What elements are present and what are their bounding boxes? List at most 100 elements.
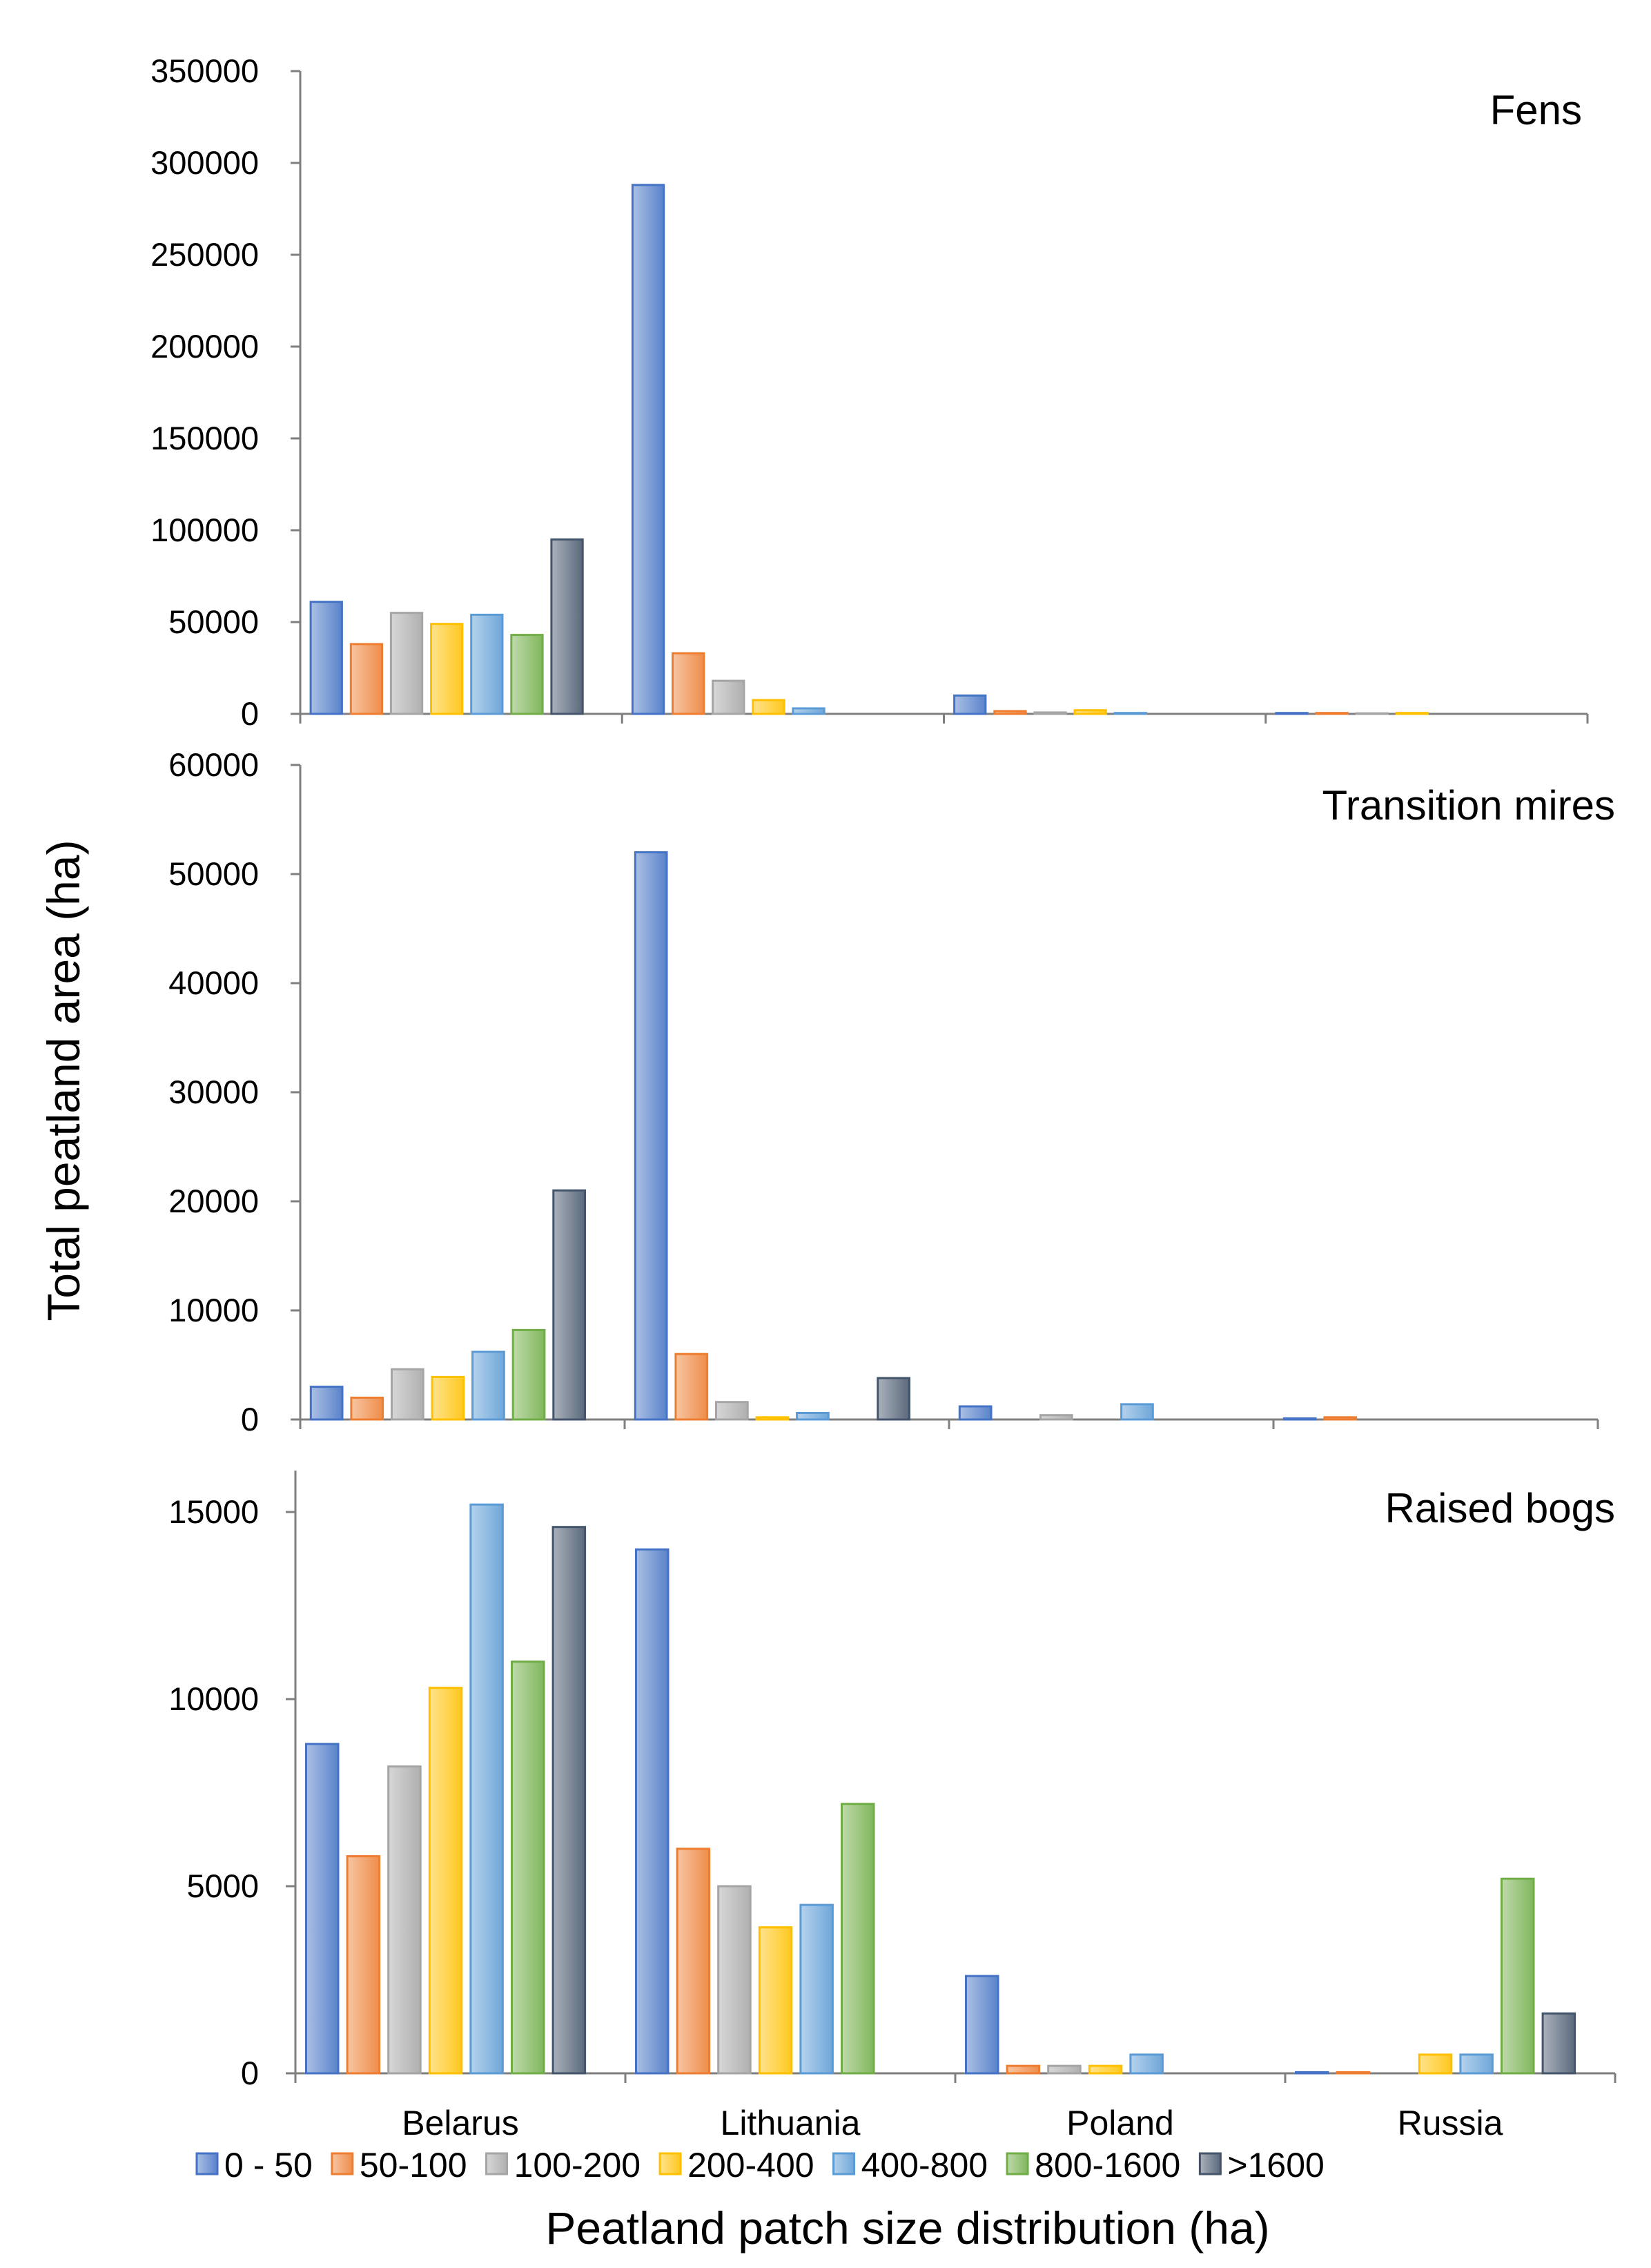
legend-swatch bbox=[832, 2152, 856, 2175]
legend-item-gt1600: >1600 bbox=[1198, 2146, 1325, 2184]
panel-title: Fens bbox=[1490, 87, 1582, 133]
y-tick-label: 5000 bbox=[186, 1868, 259, 1904]
category-label-lithuania: Lithuania bbox=[721, 2104, 861, 2142]
legend-label: >1600 bbox=[1227, 2146, 1324, 2184]
y-tick-label: 0 bbox=[241, 2055, 259, 2091]
bar-fens-belarus-400-800 bbox=[470, 613, 504, 715]
y-tick-label: 10000 bbox=[168, 1292, 259, 1328]
legend-label: 100-200 bbox=[514, 2146, 641, 2184]
category-label-belarus: Belarus bbox=[402, 2104, 519, 2142]
legend: 0 - 50 50-100 100-200 200-400 400-800 800-160… bbox=[195, 2146, 1325, 2184]
bar-fens-russia-200-400 bbox=[1395, 712, 1429, 715]
bar-fens-poland-0-50 bbox=[953, 694, 987, 715]
legend-item-100-200: 100-200 bbox=[485, 2146, 641, 2184]
bar-raised-bogs-poland-0-50 bbox=[965, 1975, 999, 2075]
bar-fens-lithuania-100-200 bbox=[712, 679, 745, 715]
bar-fens-poland-200-400 bbox=[1073, 709, 1107, 715]
bar-raised-bogs-belarus-800-1600 bbox=[511, 1660, 545, 2075]
y-tick-label: 300000 bbox=[150, 144, 259, 181]
bar-fens-poland-100-200 bbox=[1033, 711, 1067, 715]
category-label-poland: Poland bbox=[1066, 2104, 1174, 2142]
bar-transition-mires-lithuania-200-400 bbox=[755, 1416, 790, 1421]
bar-raised-bogs-russia-800-1600 bbox=[1501, 1877, 1535, 2075]
bar-transition-mires-belarus-gt1600 bbox=[552, 1189, 586, 1421]
panel-title: Raised bogs bbox=[1385, 1485, 1615, 1531]
chart-panels: 0500001000001500002000002500003000003500… bbox=[150, 52, 1616, 2142]
bar-fens-belarus-800-1600 bbox=[510, 634, 544, 715]
bar-transition-mires-lithuania-400-800 bbox=[796, 1412, 830, 1421]
bar-fens-poland-50-100 bbox=[993, 710, 1027, 715]
bar-raised-bogs-russia-0-50 bbox=[1295, 2071, 1329, 2075]
legend-item-400-800: 400-800 bbox=[832, 2146, 988, 2184]
legend-label: 400-800 bbox=[861, 2146, 988, 2184]
bar-raised-bogs-lithuania-400-800 bbox=[799, 1903, 834, 2075]
panel-transition-mires: 0 10000 20000 30000 40000 50000 60000 Transitio… bbox=[168, 746, 1615, 1437]
y-tick-label: 30000 bbox=[168, 1074, 259, 1110]
legend-swatch bbox=[331, 2152, 354, 2175]
bar-raised-bogs-poland-400-800 bbox=[1129, 2053, 1164, 2075]
bar-raised-bogs-lithuania-50-100 bbox=[676, 1848, 711, 2075]
legend-item-800-1600: 800-1600 bbox=[1006, 2146, 1180, 2184]
bar-transition-mires-poland-0-50 bbox=[958, 1405, 993, 1421]
bar-fens-belarus-50-100 bbox=[349, 643, 384, 715]
bar-fens-belarus-0-50 bbox=[309, 601, 343, 715]
panel-raised-bogs: 0 5000 10000 15000 Raised bogs Belarus Lithuan… bbox=[168, 1471, 1616, 2142]
bar-raised-bogs-russia-gt1600 bbox=[1541, 2012, 1576, 2075]
y-axis-title: Total peatland area (ha) bbox=[38, 840, 89, 1321]
legend-label: 200-400 bbox=[687, 2146, 814, 2184]
y-tick-label: 50000 bbox=[168, 603, 259, 640]
legend-swatch bbox=[1198, 2152, 1222, 2175]
bar-fens-lithuania-0-50 bbox=[631, 184, 665, 715]
bar-fens-russia-100-200 bbox=[1355, 712, 1389, 715]
bar-transition-mires-belarus-800-1600 bbox=[511, 1328, 546, 1421]
bar-raised-bogs-lithuania-200-400 bbox=[758, 1926, 793, 2075]
legend-item-50-100: 50-100 bbox=[331, 2146, 467, 2184]
bar-raised-bogs-belarus-200-400 bbox=[428, 1687, 463, 2075]
legend-item-0-50: 0 - 50 bbox=[195, 2146, 313, 2184]
y-tick-label: 0 bbox=[241, 1401, 259, 1437]
bar-raised-bogs-belarus-gt1600 bbox=[551, 1526, 587, 2075]
bar-raised-bogs-lithuania-100-200 bbox=[717, 1885, 752, 2075]
bar-transition-mires-belarus-200-400 bbox=[431, 1375, 465, 1421]
y-tick-label: 20000 bbox=[168, 1183, 259, 1219]
bar-transition-mires-belarus-400-800 bbox=[471, 1350, 505, 1421]
y-tick-label: 200000 bbox=[150, 328, 259, 365]
panel-fens: 0 50000 100000 150000 200000 250000 300000 3500… bbox=[150, 52, 1589, 732]
bar-raised-bogs-belarus-400-800 bbox=[469, 1503, 504, 2075]
x-axis-title: Peatland patch size distribution (ha) bbox=[545, 2202, 1269, 2254]
bar-raised-bogs-russia-400-800 bbox=[1459, 2053, 1494, 2075]
bar-raised-bogs-russia-200-400 bbox=[1418, 2053, 1453, 2075]
y-tick-label: 350000 bbox=[150, 52, 259, 89]
y-tick-label: 100000 bbox=[150, 512, 259, 548]
bar-fens-poland-400-800 bbox=[1113, 712, 1147, 715]
legend-swatch bbox=[1006, 2152, 1029, 2175]
legend-swatch bbox=[195, 2152, 219, 2175]
legend-item-200-400: 200-400 bbox=[658, 2146, 814, 2184]
bar-raised-bogs-poland-100-200 bbox=[1047, 2064, 1082, 2075]
bar-transition-mires-lithuania-50-100 bbox=[674, 1353, 709, 1421]
y-tick-label: 0 bbox=[241, 695, 259, 732]
bar-transition-mires-belarus-0-50 bbox=[309, 1386, 344, 1421]
bar-fens-lithuania-200-400 bbox=[752, 699, 785, 715]
y-tick-label: 150000 bbox=[150, 420, 259, 456]
bar-raised-bogs-lithuania-800-1600 bbox=[841, 1803, 875, 2075]
bar-transition-mires-belarus-100-200 bbox=[391, 1368, 424, 1421]
y-tick-label: 15000 bbox=[168, 1493, 259, 1530]
category-label-russia: Russia bbox=[1398, 2104, 1503, 2142]
bar-transition-mires-lithuania-gt1600 bbox=[877, 1377, 911, 1421]
bar-raised-bogs-belarus-100-200 bbox=[387, 1765, 422, 2075]
y-tick-label: 60000 bbox=[168, 746, 259, 783]
bar-transition-mires-poland-400-800 bbox=[1120, 1403, 1154, 1421]
legend-swatch bbox=[485, 2152, 509, 2175]
y-tick-label: 40000 bbox=[168, 965, 259, 1001]
bar-transition-mires-russia-0-50 bbox=[1282, 1417, 1317, 1421]
bar-transition-mires-lithuania-100-200 bbox=[715, 1401, 749, 1421]
y-tick-label: 50000 bbox=[168, 855, 259, 892]
y-tick-label: 10000 bbox=[168, 1680, 259, 1717]
bar-fens-lithuania-50-100 bbox=[672, 652, 705, 715]
legend-label: 0 - 50 bbox=[224, 2146, 313, 2184]
bar-transition-mires-russia-50-100 bbox=[1323, 1416, 1358, 1421]
bar-transition-mires-poland-100-200 bbox=[1039, 1414, 1073, 1421]
bar-raised-bogs-belarus-50-100 bbox=[346, 1855, 381, 2075]
